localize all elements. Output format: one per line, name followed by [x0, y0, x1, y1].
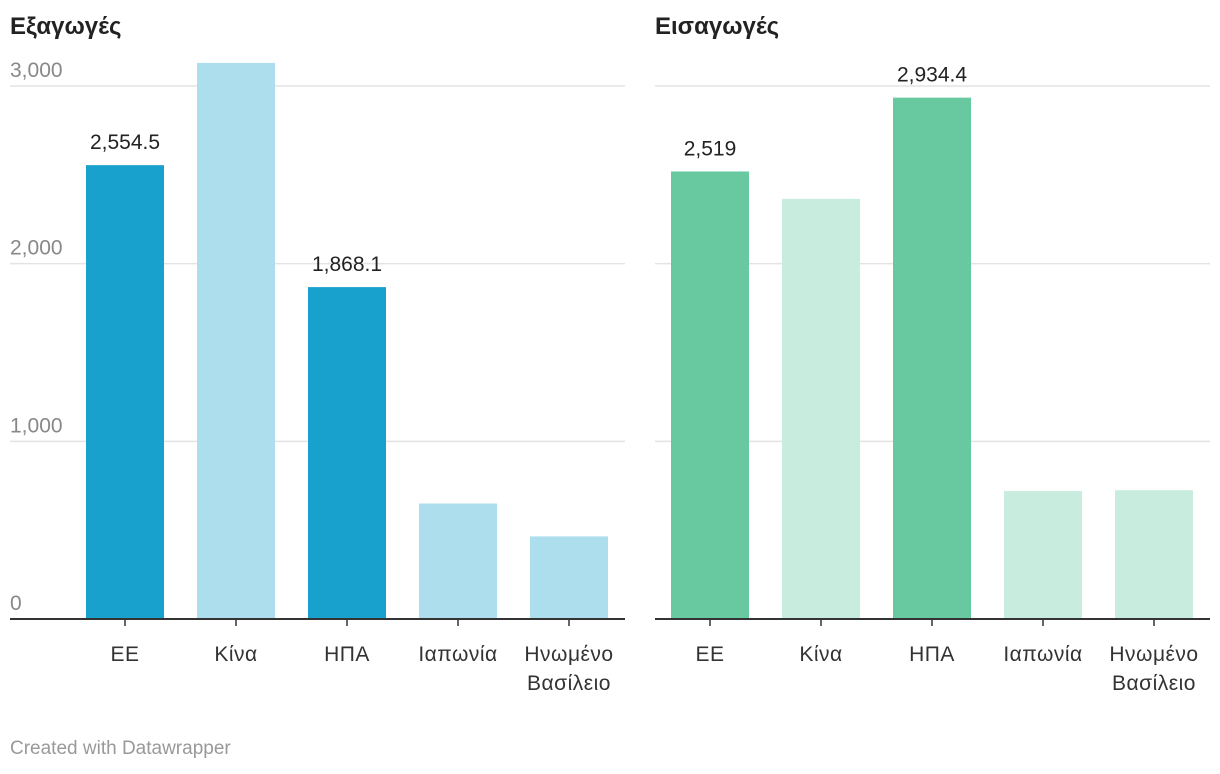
panel-1-category-label: Κίνα — [214, 643, 257, 666]
panel-2-category-label: ΗΠΑ — [909, 643, 955, 666]
panel-2-category-label: Ηνωμένο — [1109, 643, 1198, 666]
panel-2-data-label: 2,934.4 — [897, 64, 967, 87]
panel-2-category-label: Βασίλειο — [1112, 672, 1196, 695]
panel-1-category-label: Ιαπωνία — [418, 643, 497, 666]
panel-2-bar — [893, 97, 971, 620]
footer-credit: Created with Datawrapper — [10, 738, 231, 759]
panel-2-category-label: Ιαπωνία — [1003, 643, 1082, 666]
panel-1-y-tick-label: 2,000 — [10, 237, 63, 260]
panel-1-category-label: Ηνωμένο — [524, 643, 613, 666]
panel-1-bar — [530, 536, 608, 619]
panel-1-category-label: ΕΕ — [110, 643, 139, 666]
panel-2-category-label: ΕΕ — [695, 643, 724, 666]
panel-2-bar — [1115, 490, 1193, 619]
panel-1-bar — [86, 165, 164, 619]
panel-1-y-tick-label: 3,000 — [10, 59, 63, 82]
panel-2-bar — [1004, 491, 1082, 619]
panel-1-category-label: Βασίλειο — [527, 672, 611, 695]
panel-2-data-label: 2,519 — [684, 137, 737, 160]
panel-1-title: Εξαγωγές — [10, 13, 121, 40]
panel-1-y-tick-label: 1,000 — [10, 414, 63, 437]
panel-1-y-tick-label: 0 — [10, 592, 22, 615]
panel-1-data-label: 2,554.5 — [90, 131, 160, 154]
panel-2-bar — [671, 171, 749, 619]
panel-2-bar — [782, 198, 860, 619]
panel-1-bar — [308, 287, 386, 619]
panel-1-category-label: ΗΠΑ — [324, 643, 370, 666]
panel-1-data-label: 1,868.1 — [312, 253, 382, 276]
panel-1-bar — [419, 503, 497, 619]
panel-2-category-label: Κίνα — [799, 643, 842, 666]
panel-2-title: Εισαγωγές — [655, 13, 779, 40]
panel-1-bar — [197, 62, 275, 620]
